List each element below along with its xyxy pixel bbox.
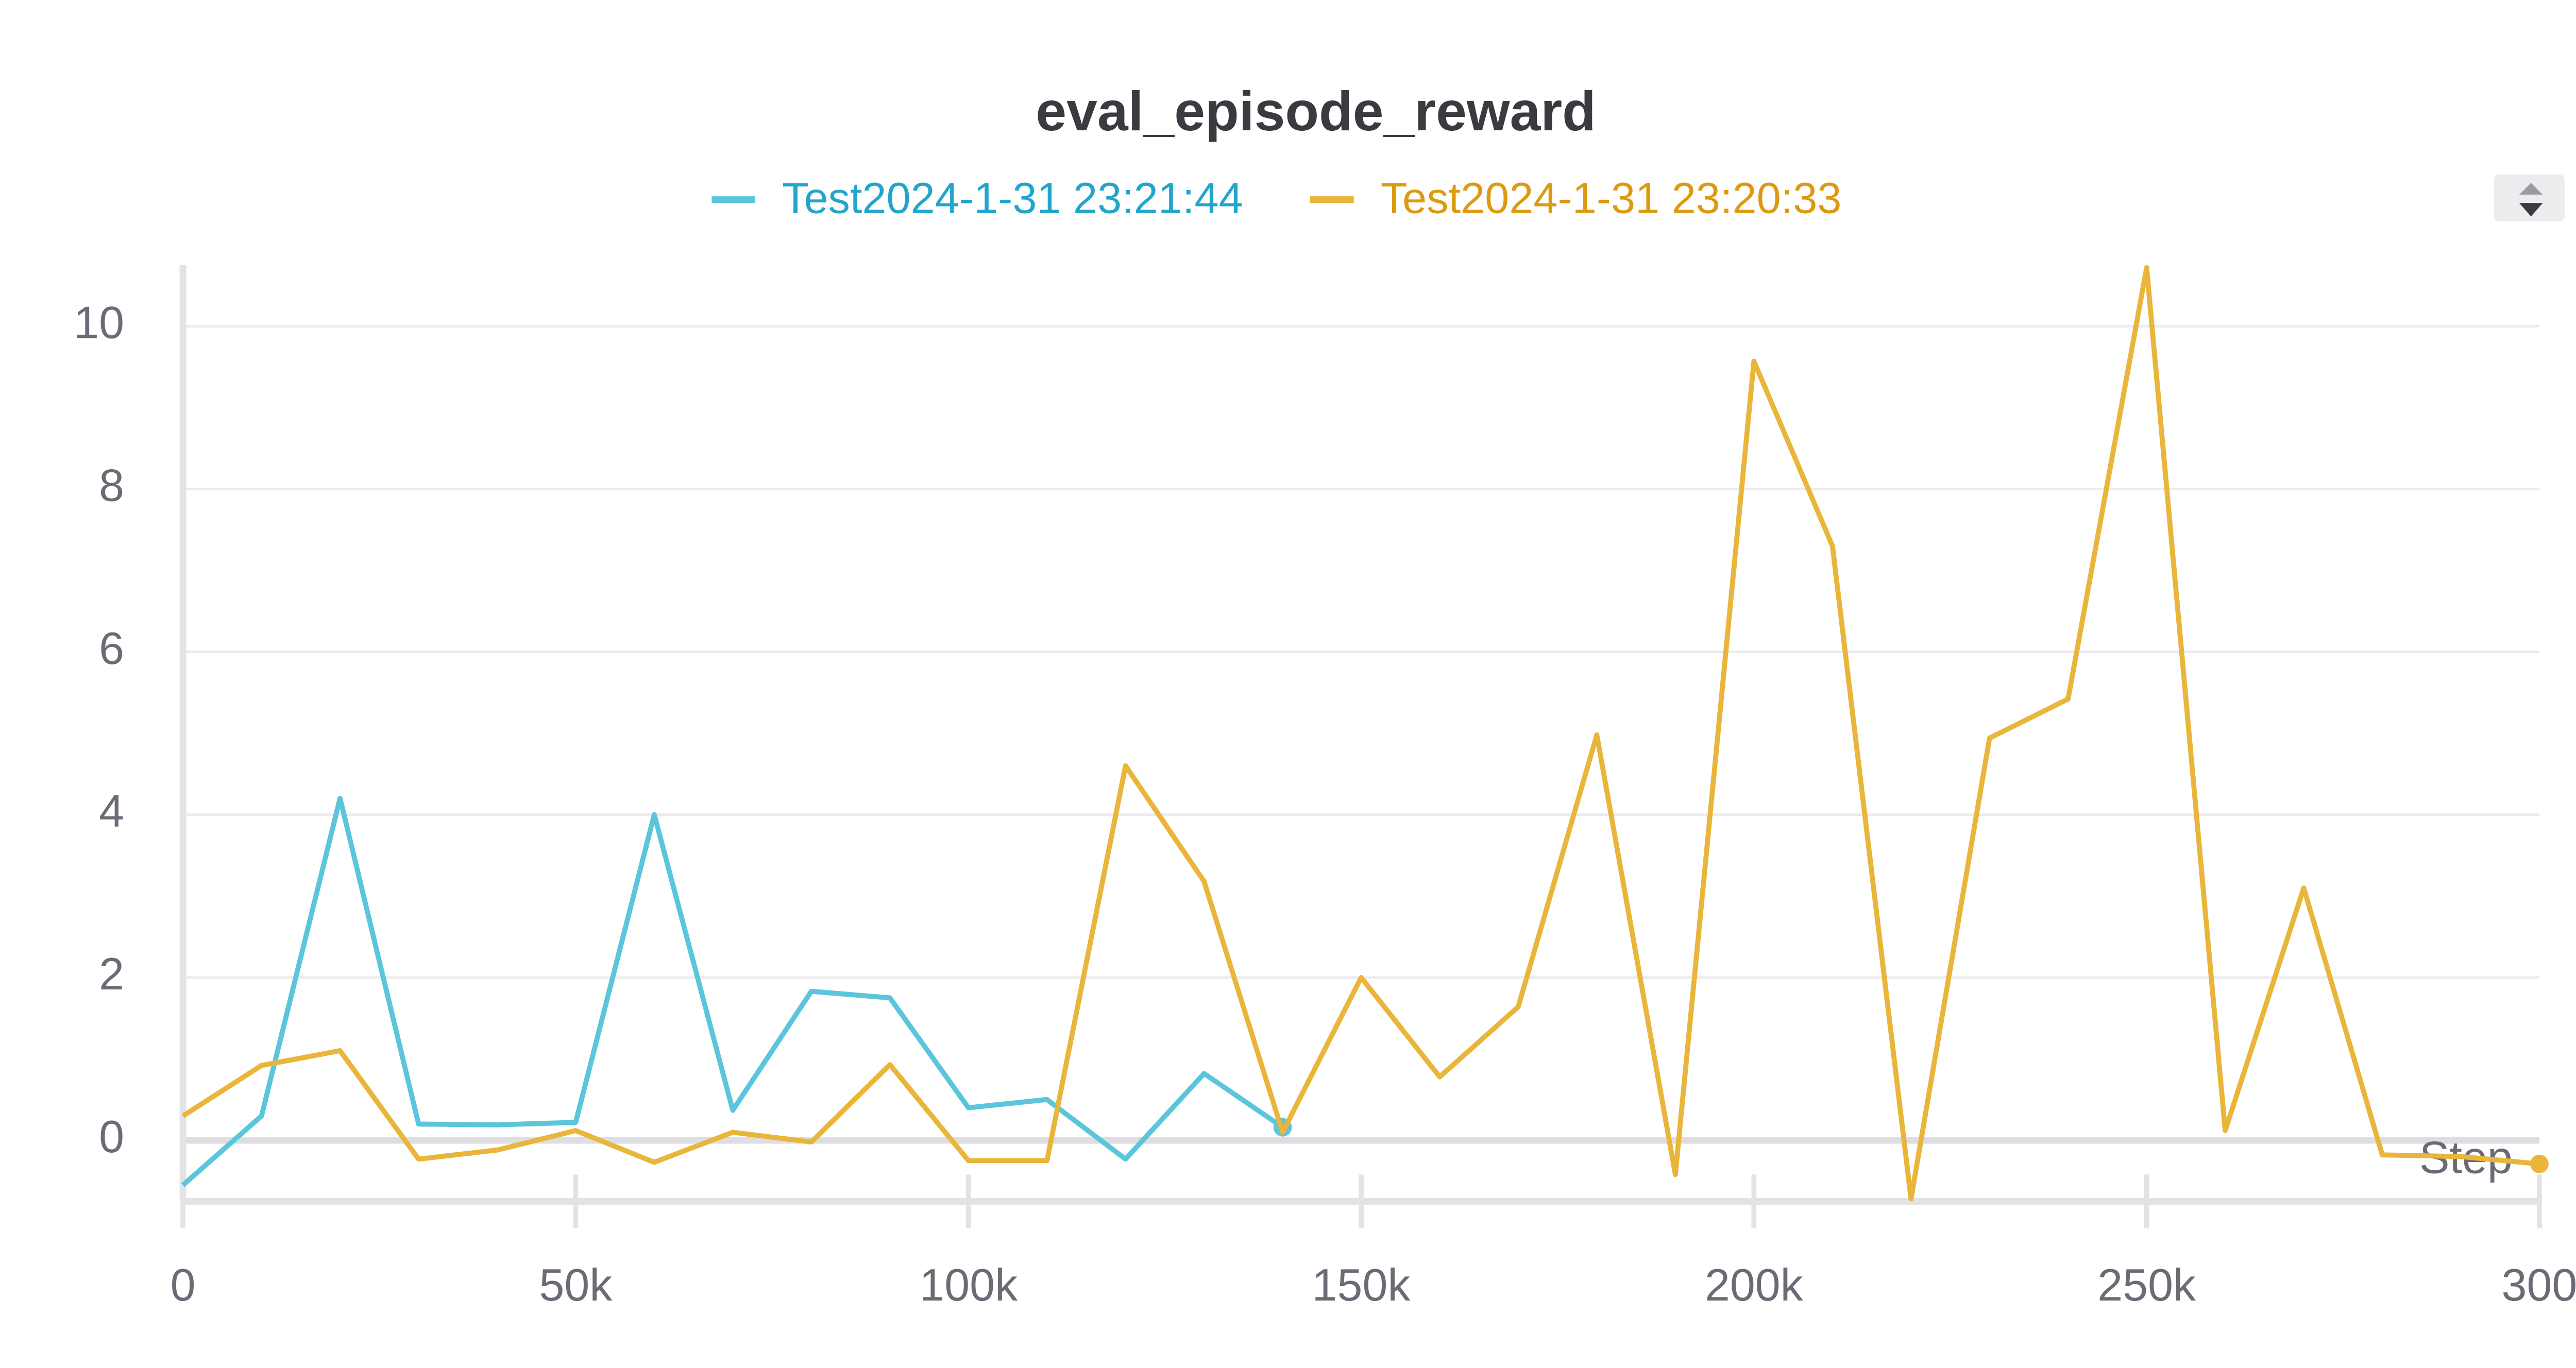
legend-label: Test2024-1-31 23:21:44 [782, 173, 1243, 222]
scroll-down[interactable] [2519, 203, 2543, 217]
series-line [181, 265, 2540, 1202]
y-tick-label: 8 [99, 460, 124, 511]
chart-title: eval_episode_reward [1036, 80, 1596, 142]
y-tick-label: 2 [99, 948, 124, 999]
series-line [181, 796, 1284, 1187]
end-point [2530, 1154, 2549, 1173]
x-tick-label: 150k [1312, 1259, 1411, 1310]
y-tick-label: 4 [99, 785, 124, 836]
y-tick-label: 10 [74, 297, 124, 348]
y-tick-label: 0 [99, 1111, 124, 1162]
scroll-up[interactable] [2519, 183, 2543, 195]
scroll-control[interactable] [2494, 174, 2565, 222]
scroll-box[interactable] [2494, 174, 2565, 222]
x-tick-label: 300 [2502, 1259, 2576, 1310]
x-tick-label: 100k [919, 1259, 1018, 1310]
x-tick-label: 250k [2097, 1259, 2196, 1310]
legend-label: Test2024-1-31 23:20:33 [1381, 173, 1842, 222]
x-tick-label: 200k [1705, 1259, 1804, 1310]
x-tick-label: 0 [171, 1259, 196, 1310]
y-tick-label: 6 [99, 623, 124, 674]
x-tick-label: 50k [539, 1259, 613, 1310]
